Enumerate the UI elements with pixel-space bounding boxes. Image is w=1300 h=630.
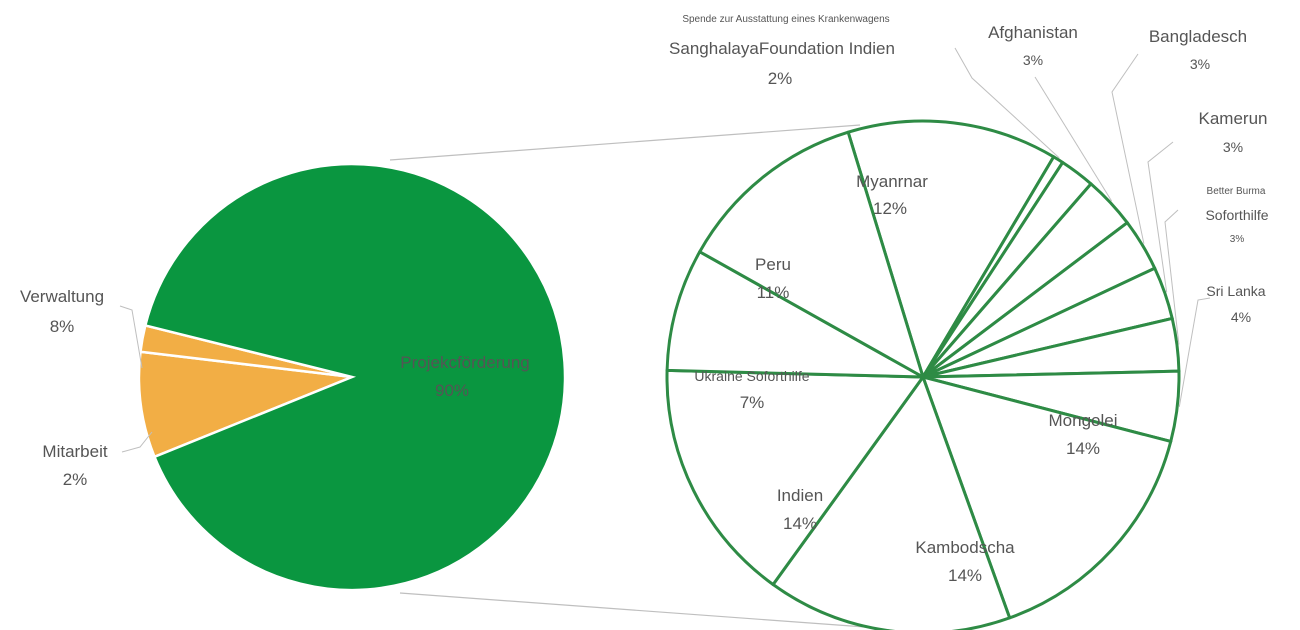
label-mitarbeit: Mitarbeit — [42, 442, 107, 461]
value-kambodscha: 14% — [948, 566, 982, 585]
leader-line-mitarbeit — [121, 431, 153, 453]
leader-lines — [119, 47, 1211, 453]
label-spende-krankenwagen: Spende zur Ausstattung eines Krankenwage… — [682, 14, 889, 25]
detail-slice-kambodscha — [771, 375, 1012, 630]
label-indien: Indien — [777, 486, 823, 505]
leader-line-verwaltung — [119, 305, 143, 369]
detail-slice-mongolei — [921, 375, 1173, 620]
value-verwaltung: 8% — [50, 317, 75, 336]
label-mongolei: Mongolei — [1049, 411, 1118, 430]
value-better-burma: 3% — [1230, 234, 1245, 245]
label-ukraine: Ukraine Soforthilfe — [694, 368, 809, 384]
label-myanmar: Myanrnar — [856, 172, 928, 191]
connector-line-2 — [399, 592, 866, 628]
label-kambodscha: Kambodscha — [915, 538, 1015, 557]
value-indien: 14% — [783, 514, 817, 533]
leader-line-better-burma-soforthilfe — [1164, 209, 1180, 345]
label-sanghalaya: SanghalayaFoundation Indien — [669, 39, 895, 58]
detail-slice-indien — [665, 368, 925, 587]
label-kamerun: Kamerun — [1199, 109, 1268, 128]
leader-line-bangladesch — [1111, 53, 1145, 244]
value-sanghalaya: 2% — [768, 69, 793, 88]
value-myanmar: 12% — [873, 199, 907, 218]
label-sri-lanka: Sri Lanka — [1206, 283, 1265, 299]
value-sri-lanka: 4% — [1231, 309, 1251, 325]
leader-line-spende-zur-ausstattung-eines-krankenwagens — [954, 47, 1060, 159]
label-verwaltung: Verwaltung — [20, 287, 104, 306]
main-slice-verwaltung — [137, 350, 353, 459]
leader-line-afghanistan — [1034, 76, 1113, 202]
value-afghanistan: 3% — [1023, 52, 1043, 68]
main-slice-projekcf-rderung — [143, 162, 567, 592]
detail-slice-myanrnar — [846, 119, 1056, 379]
value-peru: 11% — [757, 283, 790, 302]
main-pie — [137, 162, 567, 592]
value-mitarbeit: 2% — [63, 470, 88, 489]
label-afghanistan: Afghanistan — [988, 23, 1078, 42]
detail-slice-ukraine-soforthilfe — [665, 250, 925, 379]
connector-line-1 — [389, 124, 861, 161]
value-projektfoerderung: 90% — [435, 381, 469, 400]
detail-pie — [665, 119, 1181, 630]
value-mongolei: 14% — [1066, 439, 1100, 458]
value-kamerun: 3% — [1223, 139, 1243, 155]
connector-lines — [389, 124, 866, 628]
label-better-burma-line2: Soforthilfe — [1205, 207, 1268, 223]
value-bangladesch: 3% — [1190, 56, 1210, 72]
leader-line-kamerun — [1147, 141, 1174, 293]
label-projektfoerderung: Projekcförderung — [400, 353, 529, 372]
label-better-burma-line1: Better Burma — [1207, 186, 1266, 197]
detail-slice-peru — [698, 130, 925, 379]
label-peru: Peru — [755, 255, 791, 274]
label-bangladesch: Bangladesch — [1149, 27, 1247, 46]
value-ukraine: 7% — [740, 393, 765, 412]
leader-line-sri-lanka — [1178, 297, 1211, 407]
